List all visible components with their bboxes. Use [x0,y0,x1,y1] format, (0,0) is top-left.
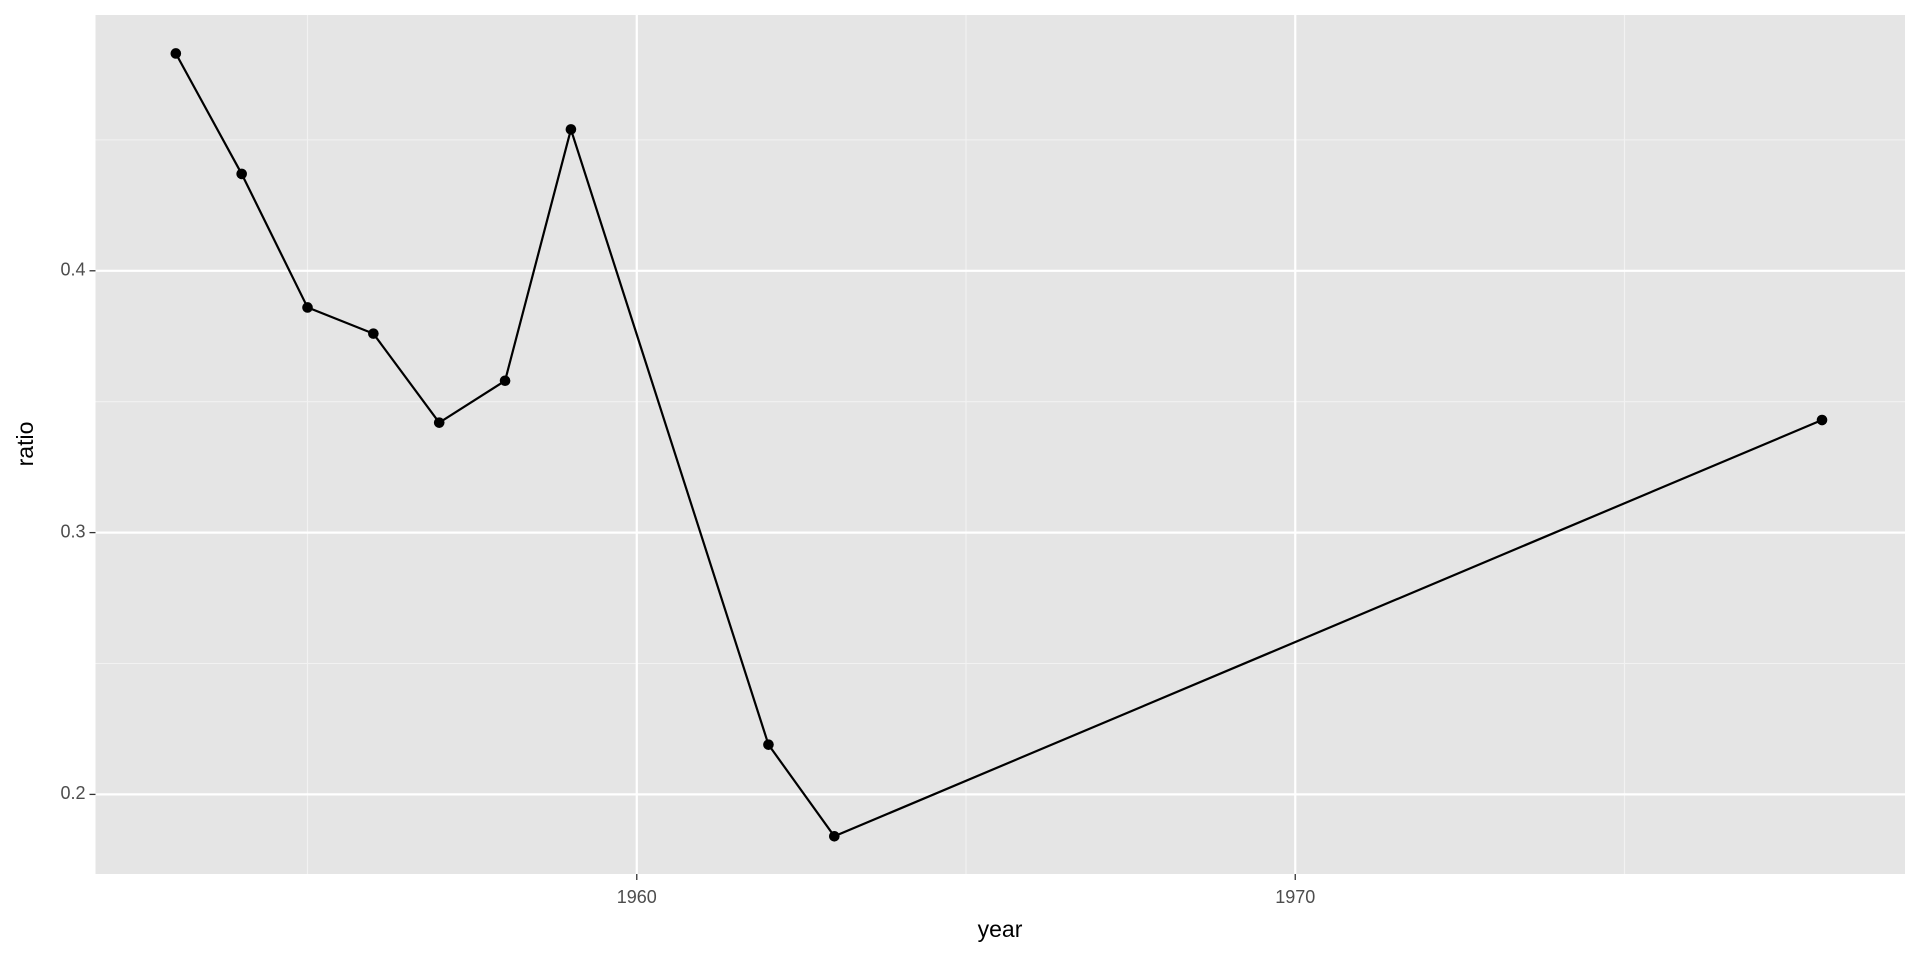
y-tick-label: 0.2 [60,783,85,803]
plot-panel [95,15,1905,874]
data-point [170,48,182,59]
x-axis-title: year [978,916,1023,942]
data-point [368,328,379,339]
data-point [565,124,577,135]
data-line [174,52,1823,838]
data-point [1816,414,1828,426]
data-point [236,168,247,180]
y-tick-label: 0.4 [60,260,85,280]
data-point [433,417,445,428]
data-point [499,375,511,387]
x-tick-label: 1970 [1275,887,1315,907]
data-point [763,739,774,750]
data-point [302,302,313,313]
x-tick-label: 1960 [617,887,657,907]
y-tick-label: 0.3 [60,521,85,541]
y-axis-title: ratio [12,422,38,467]
data-point [829,830,840,842]
